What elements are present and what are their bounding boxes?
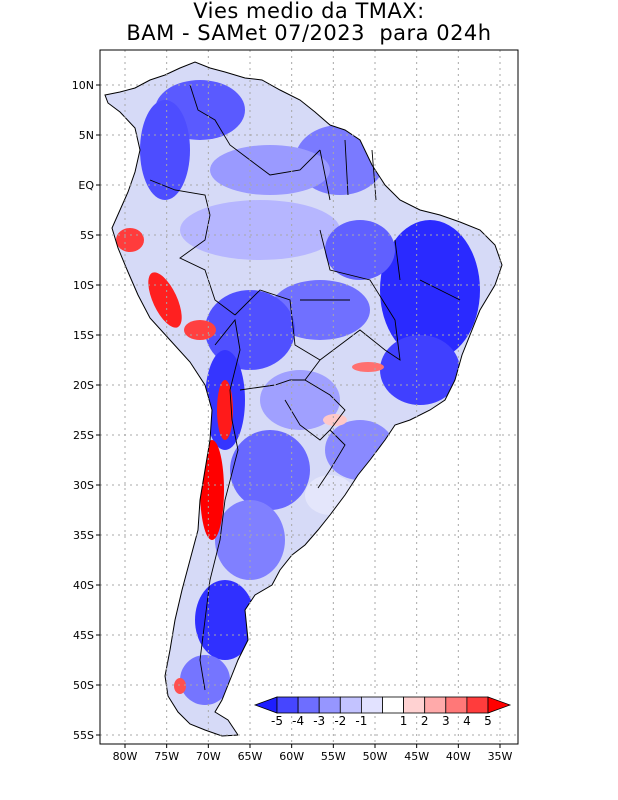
colorbar-swatch [445,696,468,714]
colorbar-swatch [424,696,447,714]
bias-patch-patagonia-coast [174,678,186,694]
title-line-1: Vies medio da TMAX: [193,0,425,23]
bias-patch-chile-north [217,380,233,440]
lat-label: 35S [73,529,94,542]
border-peru-chile [214,318,241,391]
lon-label: 40W [446,750,471,763]
lat-label: 10N [72,79,94,92]
bias-patch-goias [352,362,384,372]
border-colombia-peru [149,179,211,216]
bias-patch-colombia-west [140,100,190,200]
border-colombia-venezuela [189,84,251,161]
colorbar-label: 4 [463,714,471,728]
border-bolivia-brazil [234,289,321,381]
lon-label: 55W [321,750,346,763]
colorbar-label: -1 [355,714,367,728]
lon-label: 60W [279,750,304,763]
colorbar-label: 1 [400,714,408,728]
colorbar-label: -3 [313,714,325,728]
lat-label: 45S [73,629,94,642]
colorbar-max-arrow [487,696,512,714]
bias-patch-amazon-north [210,145,330,195]
lat-label: 5N [79,129,94,142]
title-line-2: BAM - SAMet 07/2023 para 024h [126,21,492,45]
graticule [100,50,518,744]
border-chile-argentina [199,389,239,691]
colorbar-swatch [297,696,320,714]
colorbar-label: -2 [334,714,346,728]
colorbar-swatch [318,696,341,714]
bias-patch-patagonia [195,580,255,660]
bias-patch-northeast-brazil [380,220,480,360]
colorbar: -5 -4 -3 -2 -1 1 2 3 4 5 [253,696,512,728]
bias-patch-southern-peru [184,320,216,340]
lat-label: EQ [78,179,94,192]
bias-patch-peru-andes [148,272,182,328]
colorbar-swatch [466,696,489,714]
lat-label: 55S [73,729,94,742]
lat-label: 50S [73,679,94,692]
lat-label: 10S [73,279,94,292]
lat-label: 30S [73,479,94,492]
country-borders [149,84,461,691]
bias-patch-argentina-central [215,500,285,580]
bias-patch-amazon-central [180,200,340,260]
bias-patch-sao-paulo [323,414,347,426]
bias-patch-bahia [380,335,460,405]
lon-label: 65W [238,750,263,763]
colorbar-label: -4 [292,714,304,728]
bias-patch-peru-coast [116,228,144,252]
lat-label: 25S [73,429,94,442]
colorbar-swatch [360,696,383,714]
lat-label: 15S [73,329,94,342]
lon-label: 45W [404,750,429,763]
lon-label: 35W [488,750,513,763]
colorbar-label: 2 [421,714,429,728]
lat-label: 20S [73,379,94,392]
lon-label: 70W [196,750,221,763]
lat-label: 40S [73,579,94,592]
border-peru-brazil [179,214,236,316]
colorbar-swatch [403,696,426,714]
map-frame [99,49,519,745]
lat-label: 5S [80,229,94,242]
colorbar-swatch [382,696,405,714]
bias-patch-bolivia [205,290,295,370]
bias-patch-south-patagonia [180,655,230,705]
colorbar-label: 5 [484,714,492,728]
colorbar-label: -5 [271,714,283,728]
map-title: Vies medio da TMAX: BAM - SAMet 07/2023 … [0,0,618,44]
border-argentina-brazil [317,429,346,489]
bias-patch-argentina-north [230,430,310,510]
latitude-ticks: 10N 5N EQ 5S 10S 15S 20S 25S 30S 35S 40S 45S 50S 55S [72,79,100,742]
colorbar-swatch [276,696,299,714]
border-bolivia-argentina [239,379,305,391]
lon-label: 50W [363,750,388,763]
longitude-ticks: 80W 75W 70W 65W 60W 55W 50W 45W 40W 35W [113,744,513,763]
border-venezuela-brazil [249,149,321,176]
border-brazil-states [300,229,461,361]
border-guianas [319,139,377,201]
colorbar-label: 3 [442,714,450,728]
bias-patch-mato-grosso [270,280,370,340]
colorbar-swatch [339,696,362,714]
lon-label: 80W [113,750,138,763]
lon-label: 75W [154,750,179,763]
